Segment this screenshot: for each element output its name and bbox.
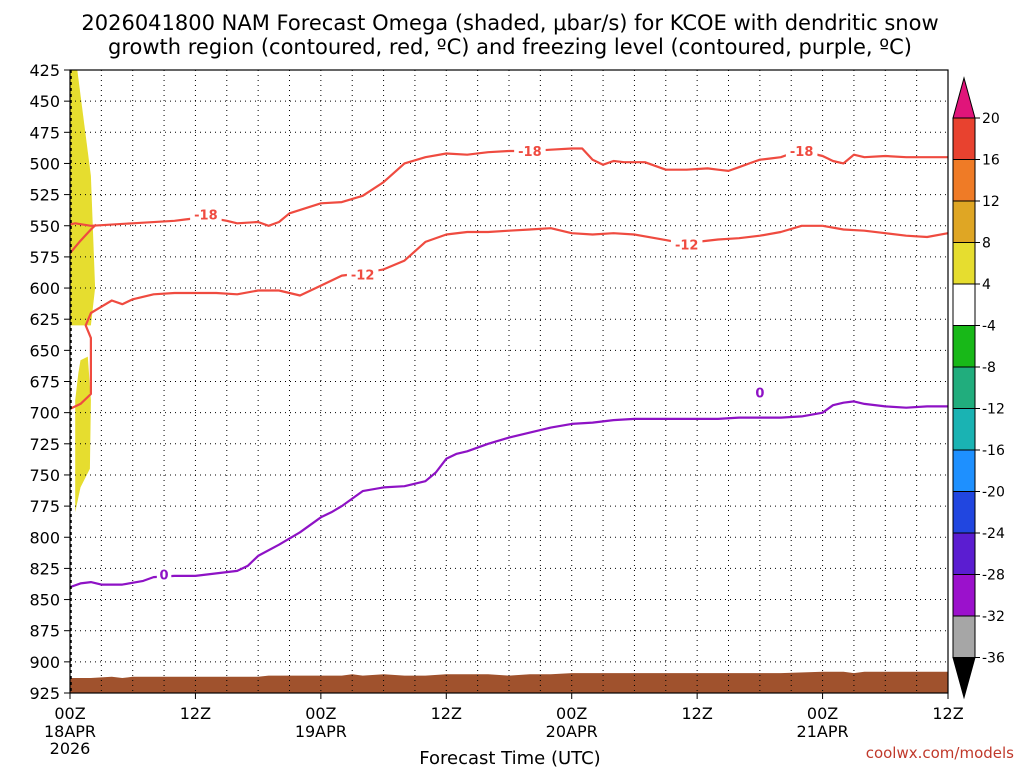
y-tick-label: 925 — [29, 684, 60, 703]
y-tick-label: 650 — [29, 341, 60, 360]
colorbar-segment — [952, 117, 976, 160]
colorbar-bottom-arrow — [952, 657, 976, 700]
y-tick-label: 750 — [29, 466, 60, 485]
contour-label: -18 — [194, 209, 218, 224]
colorbar-label: -8 — [982, 360, 996, 376]
contour-dgz_-18_lower — [69, 223, 97, 254]
colorbar-label: 16 — [982, 153, 1000, 169]
colorbar-label: -20 — [982, 485, 1005, 501]
y-tick-label: 700 — [29, 404, 60, 423]
x-date-label: 21APR — [797, 722, 849, 741]
contour-label-bg — [190, 206, 222, 223]
terrain-fill — [70, 671, 948, 693]
contour-label: 0 — [160, 569, 169, 584]
contour-label-bg — [514, 142, 546, 159]
x-tick-label: 12Z — [932, 704, 963, 723]
omega-shade-1 — [75, 356, 91, 513]
colorbar-label: 8 — [982, 236, 991, 252]
x-date-label: 19APR — [295, 722, 347, 741]
x-tick-label: 12Z — [180, 704, 211, 723]
contour-label-bg — [752, 384, 768, 401]
x-axis-label: Forecast Time (UTC) — [419, 748, 600, 768]
y-tick-label: 525 — [29, 186, 60, 205]
y-tick-label: 800 — [29, 528, 60, 547]
y-tick-label: 450 — [29, 92, 60, 111]
colorbar-segment — [952, 532, 976, 575]
x-tick-label: 12Z — [681, 704, 712, 723]
colorbar-label: -16 — [982, 443, 1005, 459]
colorbar-label: -36 — [982, 651, 1005, 667]
contour-label-bg — [785, 142, 818, 159]
colorbar-label: -28 — [982, 568, 1005, 584]
contour-label-bg — [346, 266, 379, 283]
colorbar-segment — [952, 200, 976, 243]
colorbar-segment — [952, 408, 976, 451]
chart-title-line1: 2026041800 NAM Forecast Omega (shaded, μ… — [81, 11, 938, 35]
credit-text: coolwx.com/models — [866, 744, 1014, 762]
colorbar-label: 12 — [982, 194, 1000, 210]
colorbar-label: -4 — [982, 319, 996, 335]
y-tick-label: 625 — [29, 310, 60, 329]
colorbar-segment — [952, 574, 976, 617]
chart-title-line2: growth region (contoured, red, ºC) and f… — [108, 35, 912, 59]
y-tick-label: 850 — [29, 591, 60, 610]
x-tick-label: 00Z — [54, 704, 85, 723]
contour-label: -18 — [518, 145, 542, 160]
contour-label: 0 — [755, 387, 764, 402]
colorbar-segment — [952, 283, 976, 326]
colorbar-segment — [952, 325, 976, 368]
plot-area: -18 -18 -18 -12 -12 0 0 425 450 475 500 525 550 575 60… — [29, 61, 963, 758]
y-tick-label: 475 — [29, 123, 60, 142]
colorbar-segment — [952, 615, 976, 658]
contour-label: -12 — [675, 238, 699, 253]
y-tick-label: 500 — [29, 154, 60, 173]
colorbar-label: -24 — [982, 526, 1005, 542]
contour-dgz_-12 — [69, 224, 949, 410]
x-tick-label: 00Z — [305, 704, 336, 723]
y-tick-label: 600 — [29, 279, 60, 298]
x-year-label: 2026 — [50, 739, 91, 758]
colorbar: 20 16 12 8 4 -4 -8 -12 -16 -20 -24 -28 -32 -36 — [952, 76, 1005, 700]
x-date-label: 20APR — [546, 722, 598, 741]
colorbar-segment — [952, 242, 976, 285]
y-tick-label: 550 — [29, 217, 60, 236]
y-tick-label: 825 — [29, 559, 60, 578]
colorbar-top-arrow — [952, 76, 976, 119]
colorbar-segment — [952, 449, 976, 492]
omega-shade-0 — [70, 70, 96, 326]
colorbar-segment — [952, 159, 976, 202]
contour-label: -12 — [351, 268, 375, 283]
y-tick-label: 425 — [29, 61, 60, 80]
y-tick-label: 900 — [29, 653, 60, 672]
colorbar-label: 20 — [982, 111, 1000, 127]
contour-label-bg — [670, 236, 703, 253]
y-tick-label: 725 — [29, 435, 60, 454]
x-date-label: 18APR — [44, 722, 96, 741]
colorbar-segment — [952, 491, 976, 534]
x-tick-label: 00Z — [807, 704, 838, 723]
y-tick-label: 775 — [29, 497, 60, 516]
contour-freezing_level_0 — [69, 400, 948, 589]
contour-label: -18 — [790, 145, 814, 160]
y-tick-label: 675 — [29, 373, 60, 392]
plot-frame — [69, 69, 949, 694]
colorbar-label: 4 — [982, 277, 991, 293]
x-tick-label: 00Z — [556, 704, 587, 723]
colorbar-label: -12 — [982, 402, 1005, 418]
x-tick-label: 12Z — [431, 704, 462, 723]
y-tick-label: 875 — [29, 622, 60, 641]
colorbar-segment — [952, 366, 976, 409]
colorbar-label: -32 — [982, 609, 1005, 625]
y-tick-label: 575 — [29, 248, 60, 267]
contour-label-bg — [156, 566, 172, 583]
